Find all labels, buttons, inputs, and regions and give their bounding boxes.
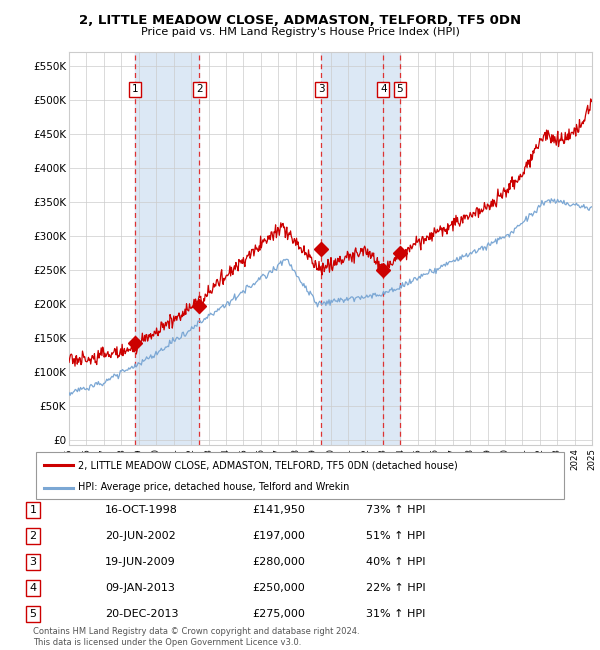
Text: 40% ↑ HPI: 40% ↑ HPI bbox=[366, 557, 425, 567]
Text: 2: 2 bbox=[196, 84, 203, 94]
Text: 20-JUN-2002: 20-JUN-2002 bbox=[105, 531, 176, 541]
Text: 4: 4 bbox=[29, 583, 37, 593]
Text: 2, LITTLE MEADOW CLOSE, ADMASTON, TELFORD, TF5 0DN (detached house): 2, LITTLE MEADOW CLOSE, ADMASTON, TELFOR… bbox=[78, 460, 458, 470]
Text: Price paid vs. HM Land Registry's House Price Index (HPI): Price paid vs. HM Land Registry's House … bbox=[140, 27, 460, 37]
Bar bbox=[135, 52, 199, 445]
Text: £280,000: £280,000 bbox=[252, 557, 305, 567]
Text: 09-JAN-2013: 09-JAN-2013 bbox=[105, 583, 175, 593]
Bar bbox=[321, 52, 400, 445]
Text: £250,000: £250,000 bbox=[252, 583, 305, 593]
Text: 73% ↑ HPI: 73% ↑ HPI bbox=[366, 505, 425, 515]
Text: 4: 4 bbox=[380, 84, 386, 94]
Text: 51% ↑ HPI: 51% ↑ HPI bbox=[366, 531, 425, 541]
Text: 20-DEC-2013: 20-DEC-2013 bbox=[105, 609, 179, 619]
Text: £197,000: £197,000 bbox=[252, 531, 305, 541]
Text: 1: 1 bbox=[29, 505, 37, 515]
Text: 22% ↑ HPI: 22% ↑ HPI bbox=[366, 583, 425, 593]
Text: 2, LITTLE MEADOW CLOSE, ADMASTON, TELFORD, TF5 0DN: 2, LITTLE MEADOW CLOSE, ADMASTON, TELFOR… bbox=[79, 14, 521, 27]
Text: HPI: Average price, detached house, Telford and Wrekin: HPI: Average price, detached house, Telf… bbox=[78, 482, 350, 493]
Text: 19-JUN-2009: 19-JUN-2009 bbox=[105, 557, 176, 567]
Text: 16-OCT-1998: 16-OCT-1998 bbox=[105, 505, 178, 515]
Text: £275,000: £275,000 bbox=[252, 609, 305, 619]
Text: 5: 5 bbox=[397, 84, 403, 94]
Text: 5: 5 bbox=[29, 609, 37, 619]
Text: 3: 3 bbox=[318, 84, 325, 94]
Text: 2: 2 bbox=[29, 531, 37, 541]
Text: £141,950: £141,950 bbox=[252, 505, 305, 515]
Text: Contains HM Land Registry data © Crown copyright and database right 2024.
This d: Contains HM Land Registry data © Crown c… bbox=[33, 627, 359, 647]
Text: 3: 3 bbox=[29, 557, 37, 567]
FancyBboxPatch shape bbox=[36, 452, 564, 499]
Text: 1: 1 bbox=[132, 84, 139, 94]
Text: 31% ↑ HPI: 31% ↑ HPI bbox=[366, 609, 425, 619]
